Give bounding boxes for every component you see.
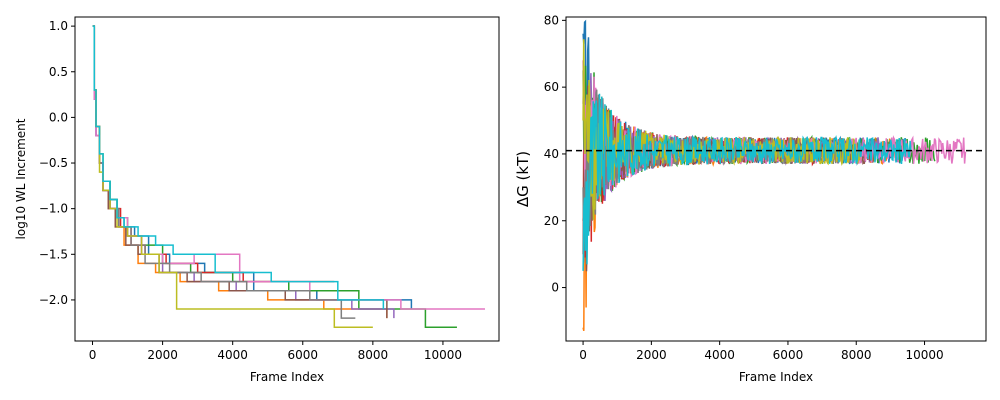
x-tick-label: 8000 — [841, 348, 872, 362]
x-tick-label: 4000 — [704, 348, 735, 362]
y-axis-label: log10 WL Increment — [14, 118, 28, 239]
left-chart: 0 2000 4000 6000 8000 10000 1.0 0.5 0.0 −0.5 −1.0 −… — [14, 16, 500, 384]
y-tick-label: 40 — [544, 147, 559, 161]
x-tick-label: 8000 — [358, 348, 389, 362]
x-tick-label: 0 — [89, 348, 97, 362]
series-line-0 — [92, 25, 413, 310]
plot-area — [566, 19, 986, 332]
series-line-9 — [92, 25, 385, 310]
x-tick-label: 10000 — [424, 348, 462, 362]
y-tick-label: −2.0 — [39, 293, 68, 307]
x-tick-label: 10000 — [905, 348, 943, 362]
y-axis-label: ΔG (kT) — [514, 151, 532, 207]
axes-frame — [565, 16, 987, 342]
series-line-7 — [92, 25, 356, 319]
plot-area — [92, 25, 485, 329]
y-tick-label: 0 — [551, 281, 559, 295]
x-axis-label: Frame Index — [739, 370, 813, 384]
y-tick-label: 80 — [544, 13, 559, 27]
y-tick-label: −1.0 — [39, 202, 68, 216]
axes-frame — [74, 16, 500, 342]
x-tick-label: 6000 — [287, 348, 318, 362]
series-line-5 — [582, 85, 874, 272]
y-tick-label: 20 — [544, 214, 559, 228]
x-tick-label: 6000 — [773, 348, 804, 362]
y-tick-label: −1.5 — [39, 247, 68, 261]
right-chart: 0 2000 4000 6000 8000 10000 0 20 40 60 80 Frame Ind… — [514, 13, 987, 384]
x-axis-label: Frame Index — [250, 370, 324, 384]
y-tick-label: 0.0 — [49, 110, 68, 124]
x-tick-label: 4000 — [217, 348, 248, 362]
x-tick-label: 0 — [579, 348, 587, 362]
y-tick-label: 0.5 — [49, 65, 68, 79]
series-line-3 — [92, 25, 335, 283]
y-tick-label: −0.5 — [39, 156, 68, 170]
series-line-9 — [582, 93, 912, 271]
x-tick-label: 2000 — [636, 348, 667, 362]
y-tick-label: 60 — [544, 80, 559, 94]
y-tick-label: 1.0 — [49, 19, 68, 33]
x-tick-label: 2000 — [147, 348, 178, 362]
series-line-6 — [92, 25, 485, 310]
